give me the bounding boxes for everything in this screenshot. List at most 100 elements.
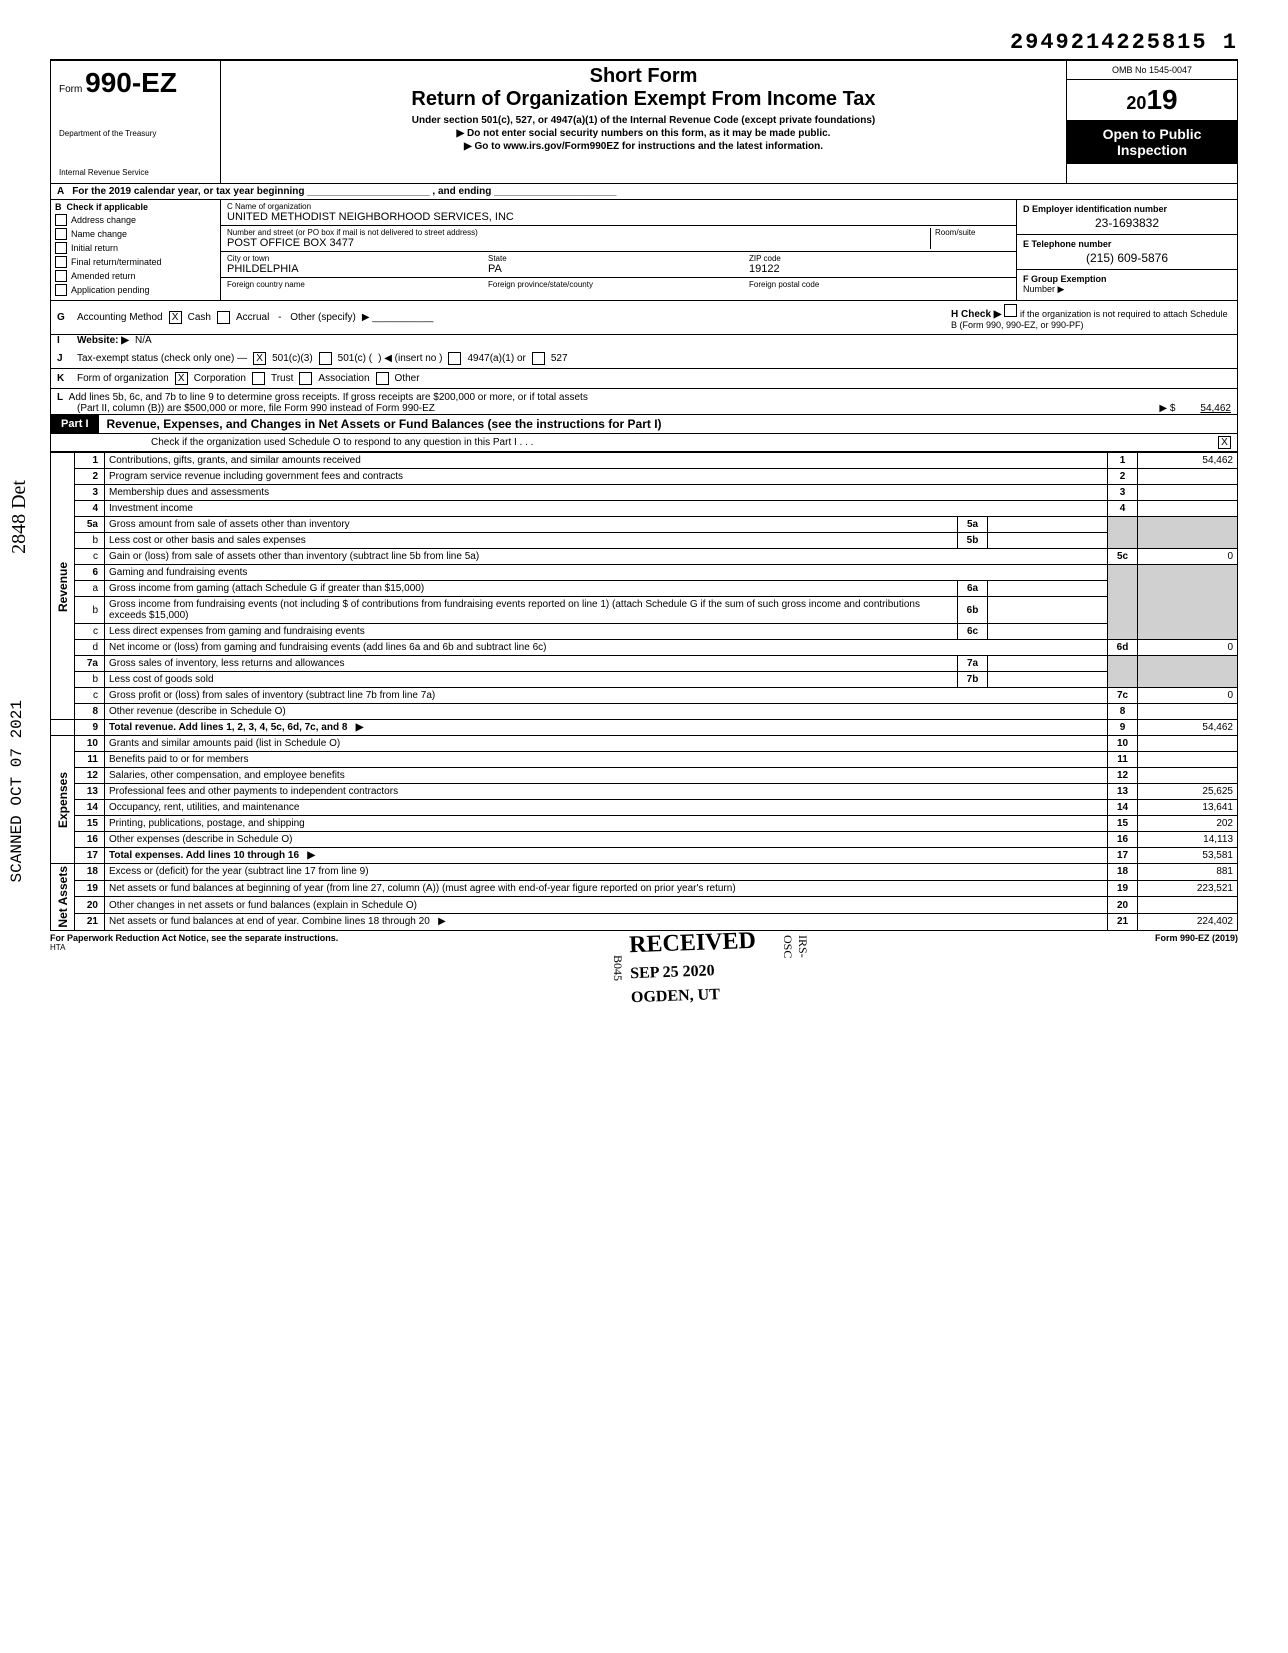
- open-public: Open to Public Inspection: [1067, 120, 1237, 164]
- line-6a-mid: 6a: [958, 581, 988, 597]
- check-o-text: Check if the organization used Schedule …: [151, 437, 533, 448]
- 501c-label: 501(c) (: [338, 353, 372, 364]
- l-letter: L: [57, 392, 63, 403]
- foreign-prov-label: Foreign province/state/county: [488, 280, 749, 289]
- checkbox-icon[interactable]: [55, 228, 67, 240]
- table-row: 17Total expenses. Add lines 10 through 1…: [51, 848, 1238, 864]
- check-label: Application pending: [71, 285, 150, 295]
- tax-year: 2019: [1067, 80, 1237, 120]
- line-18-desc: Excess or (deficit) for the year (subtra…: [105, 864, 1108, 881]
- dln-number: 2949214225815 1: [50, 30, 1238, 55]
- table-row: 5aGross amount from sale of assets other…: [51, 517, 1238, 533]
- j-letter: J: [57, 353, 71, 364]
- checkbox-icon[interactable]: [55, 256, 67, 268]
- line-7a-mid: 7a: [958, 656, 988, 672]
- line-12-desc: Salaries, other compensation, and employ…: [105, 768, 1108, 784]
- checkbox-icon[interactable]: [55, 270, 67, 282]
- check-initial-return[interactable]: Initial return: [55, 242, 216, 254]
- part1-table: Revenue 1 Contributions, gifts, grants, …: [50, 452, 1238, 931]
- 527-label: 527: [551, 353, 568, 364]
- form-container: 2949214225815 1 Form 990-EZ Department o…: [50, 30, 1238, 952]
- 501c3-label: 501(c)(3): [272, 353, 313, 364]
- line-6c-desc: Less direct expenses from gaming and fun…: [105, 624, 958, 640]
- g-letter: G: [57, 312, 71, 323]
- line-10-desc: Grants and similar amounts paid (list in…: [105, 736, 1108, 752]
- line-10-val: [1138, 736, 1238, 752]
- accrual-checkbox[interactable]: [217, 311, 230, 324]
- line-3-desc: Membership dues and assessments: [105, 485, 1108, 501]
- state-value: PA: [488, 263, 749, 275]
- phone-box: E Telephone number (215) 609-5876: [1017, 235, 1237, 270]
- street-label: Number and street (or PO box if mail is …: [227, 228, 930, 237]
- line-11-desc: Benefits paid to or for members: [105, 752, 1108, 768]
- table-row: 9Total revenue. Add lines 1, 2, 3, 4, 5c…: [51, 720, 1238, 736]
- hta-label: HTA: [50, 943, 1238, 952]
- checkbox-icon[interactable]: [55, 284, 67, 296]
- foreign-postal-label: Foreign postal code: [749, 280, 1010, 289]
- row-a: A For the 2019 calendar year, or tax yea…: [50, 184, 1238, 200]
- table-row: 2Program service revenue including gover…: [51, 469, 1238, 485]
- line-8-val: [1138, 704, 1238, 720]
- line-4-val: [1138, 501, 1238, 517]
- check-application-pending[interactable]: Application pending: [55, 284, 216, 296]
- zip-label: ZIP code: [749, 254, 1010, 263]
- 527-checkbox[interactable]: [532, 352, 545, 365]
- table-row: 13Professional fees and other payments t…: [51, 784, 1238, 800]
- table-row: 7aGross sales of inventory, less returns…: [51, 656, 1238, 672]
- schedule-o-checkbox[interactable]: X: [1218, 436, 1231, 449]
- line-6d-desc: Net income or (loss) from gaming and fun…: [105, 640, 1108, 656]
- trust-checkbox[interactable]: [252, 372, 265, 385]
- website-value: N/A: [135, 335, 152, 346]
- b045-stamp: B045: [610, 955, 625, 981]
- tax-exempt-label: Tax-exempt status (check only one) —: [77, 353, 247, 364]
- form-number-box: Form 990-EZ Department of the Treasury I…: [51, 61, 221, 183]
- group-exemption-box: F Group Exemption Number ▶: [1017, 270, 1237, 299]
- city-value: PHILDELPHIA: [227, 263, 488, 275]
- row-j: J Tax-exempt status (check only one) — X…: [51, 349, 1237, 369]
- cash-checkbox[interactable]: X: [169, 311, 182, 324]
- 501c-checkbox[interactable]: [319, 352, 332, 365]
- ein-box: D Employer identification number 23-1693…: [1017, 200, 1237, 235]
- line-6b-mid: 6b: [958, 597, 988, 624]
- check-amended-return[interactable]: Amended return: [55, 270, 216, 282]
- phone-value: (215) 609-5876: [1023, 251, 1231, 265]
- checkbox-icon[interactable]: [55, 214, 67, 226]
- line-18-val: 881: [1138, 864, 1238, 881]
- line-1-desc: Contributions, gifts, grants, and simila…: [105, 453, 1108, 469]
- line-8-desc: Other revenue (describe in Schedule O): [105, 704, 1108, 720]
- corp-checkbox[interactable]: X: [175, 372, 188, 385]
- received-date: SEP 25 2020: [630, 961, 757, 983]
- omb-number: OMB No 1545-0047: [1067, 61, 1237, 80]
- f-number-label: Number ▶: [1023, 284, 1231, 295]
- table-row: 12Salaries, other compensation, and empl…: [51, 768, 1238, 784]
- assoc-checkbox[interactable]: [299, 372, 312, 385]
- other-label: Other: [395, 373, 420, 384]
- table-row: 14Occupancy, rent, utilities, and mainte…: [51, 800, 1238, 816]
- org-name-value: UNITED METHODIST NEIGHBORHOOD SERVICES, …: [227, 211, 1010, 223]
- checkbox-icon[interactable]: [55, 242, 67, 254]
- check-label: Name change: [71, 229, 127, 239]
- form-number: 990-EZ: [85, 67, 177, 98]
- other-checkbox[interactable]: [376, 372, 389, 385]
- line-6b-desc: Gross income from fundraising events (no…: [105, 597, 958, 624]
- table-row: cLess direct expenses from gaming and fu…: [51, 624, 1238, 640]
- check-address-change[interactable]: Address change: [55, 214, 216, 226]
- received-location: OGDEN, UT: [631, 985, 758, 1007]
- state-label: State: [488, 254, 749, 263]
- check-final-return[interactable]: Final return/terminated: [55, 256, 216, 268]
- l-text2: (Part II, column (B)) are $500,000 or mo…: [57, 403, 435, 414]
- line-9-val: 54,462: [1138, 720, 1238, 736]
- footer: For Paperwork Reduction Act Notice, see …: [50, 933, 1238, 943]
- line-5c-val: 0: [1138, 549, 1238, 565]
- 4947-checkbox[interactable]: [448, 352, 461, 365]
- table-row: 19Net assets or fund balances at beginni…: [51, 880, 1238, 897]
- street-row: Number and street (or PO box if mail is …: [221, 226, 1016, 252]
- line-20-val: [1138, 897, 1238, 914]
- check-name-change[interactable]: Name change: [55, 228, 216, 240]
- 501c3-checkbox[interactable]: X: [253, 352, 266, 365]
- expenses-side-label: Expenses: [51, 736, 75, 864]
- h-checkbox[interactable]: [1004, 304, 1017, 317]
- street-value: POST OFFICE BOX 3477: [227, 237, 930, 249]
- line-2-desc: Program service revenue including govern…: [105, 469, 1108, 485]
- line-20-desc: Other changes in net assets or fund bala…: [105, 897, 1108, 914]
